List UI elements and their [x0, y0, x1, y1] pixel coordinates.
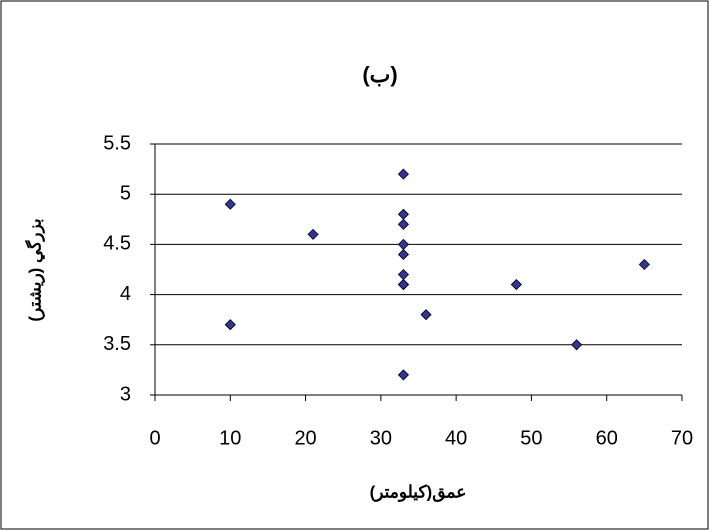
- x-axis-label: عمق(كيلومتر): [370, 482, 467, 502]
- x-tick-label: 30: [370, 427, 392, 449]
- y-axis-label: بزرگي (ريشتر): [24, 218, 45, 321]
- y-tick-label: 3.5: [103, 333, 131, 355]
- y-tick-label: 5.5: [103, 132, 131, 154]
- x-tick-label: 10: [219, 427, 241, 449]
- chart-frame: [1, 1, 708, 529]
- x-tick-label: 20: [294, 427, 316, 449]
- chart: (ب) عمق(كيلومتر) بزرگي (ريشتر) 3 3.5 4 4.5 5…: [0, 0, 709, 530]
- page: {"chart_data": {"type": "scatter", "titl…: [0, 0, 709, 530]
- x-tick-label: 0: [149, 427, 160, 449]
- x-tick-label: 50: [520, 427, 542, 449]
- y-tick-label: 4: [120, 283, 131, 305]
- chart-title: (ب): [362, 62, 397, 87]
- y-tick-label: 3: [120, 383, 131, 405]
- x-tick-label: 60: [596, 427, 618, 449]
- y-tick-label: 5: [120, 182, 131, 204]
- x-tick-label: 40: [445, 427, 467, 449]
- y-tick-label: 4.5: [103, 233, 131, 255]
- x-tick-label: 70: [671, 427, 693, 449]
